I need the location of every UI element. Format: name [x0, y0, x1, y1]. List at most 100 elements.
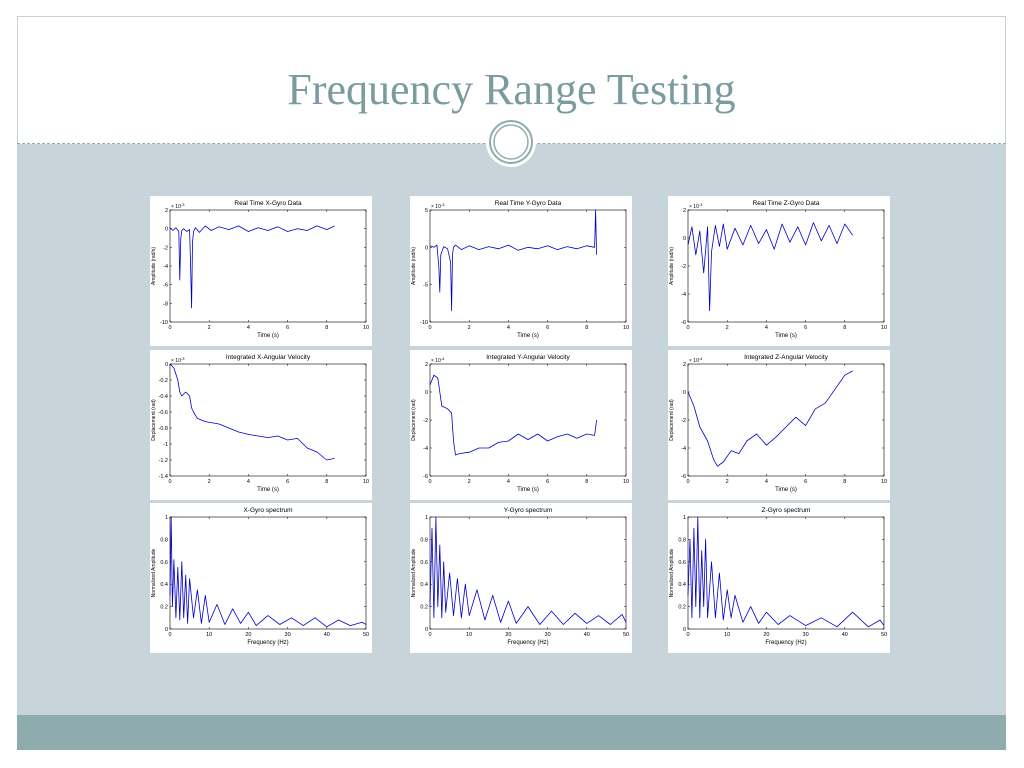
x-tick-label: 6: [286, 325, 289, 331]
x-tick-label: 0: [168, 325, 171, 331]
chart-3: Real Time Z-Gyro Data × 10-3 0 2 4 6 8 10 -6 -4 -2…: [668, 196, 890, 346]
x-axis-label: Time (s): [517, 333, 539, 339]
y-axis-label: Normalized Amplitude: [669, 548, 675, 597]
x-tick-label: 6: [546, 479, 549, 485]
title-area: Frequency Range Testing: [17, 16, 1006, 144]
x-tick-label: 4: [247, 479, 250, 485]
x-tick-label: 4: [247, 325, 250, 331]
x-tick-label: 40: [584, 632, 590, 638]
y-tick-label: -8: [163, 301, 168, 307]
x-axis-label: Frequency (Hz): [247, 640, 288, 646]
chart-1: Real Time X-Gyro Data × 10-3 0 2 4 6 8 10 -10 -8 -…: [150, 196, 372, 346]
y-tick-label: -6: [681, 474, 686, 480]
y-tick-label: -0.2: [159, 378, 168, 384]
chart-panel: [668, 350, 890, 500]
y-tick-label: -4: [681, 446, 686, 452]
series-line: [429, 374, 597, 456]
x-tick-label: 50: [363, 632, 369, 638]
y-tick-label: 0.6: [160, 560, 168, 566]
x-tick-label: 2: [726, 479, 729, 485]
chart-7: X-Gyro spectrum 0 10 20 30 40 50 0 0.2 0.4 0.6 0.8 1…: [150, 503, 372, 653]
y-axis-label: Amplitude (rad/s): [411, 247, 417, 285]
x-tick-label: 8: [585, 325, 588, 331]
x-tick-label: 0: [428, 479, 431, 485]
x-tick-label: 0: [168, 632, 171, 638]
y-tick-label: 2: [683, 362, 686, 368]
x-tick-label: 10: [724, 632, 730, 638]
y-axis-label: Amplitude (rad/s): [151, 247, 157, 285]
y-tick-label: 0.4: [678, 582, 686, 588]
x-tick-label: 10: [881, 325, 887, 331]
y-tick-label: 0.8: [678, 537, 686, 543]
y-tick-label: 0: [683, 390, 686, 396]
chart-title: Real Time Z-Gyro Data: [753, 200, 820, 207]
x-tick-label: 10: [206, 632, 212, 638]
x-tick-label: 30: [285, 632, 291, 638]
x-tick-label: 2: [208, 325, 211, 331]
y-tick-label: -2: [681, 418, 686, 424]
chart-8: Y-Gyro spectrum 0 10 20 30 40 50 0 0.2 0.4 0.6 0.8 1…: [410, 503, 632, 653]
x-tick-label: 4: [765, 325, 768, 331]
series-line: [687, 516, 885, 628]
chart-panel: [150, 350, 372, 500]
plot-area: [687, 516, 885, 630]
x-tick-label: 0: [686, 632, 689, 638]
x-tick-label: 40: [842, 632, 848, 638]
y-tick-label: -4: [423, 446, 428, 452]
x-tick-label: 40: [324, 632, 330, 638]
footer-band: [17, 715, 1006, 750]
y-tick-label: -1.2: [159, 458, 168, 464]
y-tick-label: 1: [683, 515, 686, 521]
x-tick-label: 0: [686, 479, 689, 485]
y-tick-label: -2: [163, 245, 168, 251]
x-tick-label: 6: [804, 325, 807, 331]
y-tick-label: -2: [423, 418, 428, 424]
x-tick-label: 6: [286, 479, 289, 485]
x-tick-label: 10: [466, 632, 472, 638]
y-tick-label: 0.6: [420, 560, 428, 566]
y-axis-label: Deplacement (rad): [669, 399, 675, 441]
y-tick-label: -1: [163, 442, 168, 448]
slide-title: Frequency Range Testing: [287, 65, 736, 114]
x-axis-label: Frequency (Hz): [765, 640, 806, 646]
x-tick-label: 30: [803, 632, 809, 638]
y-axis-label: Amplitude (rad/s): [669, 247, 675, 285]
y-tick-label: 1: [425, 515, 428, 521]
x-tick-label: 50: [623, 632, 629, 638]
x-tick-label: 8: [843, 479, 846, 485]
y-tick-label: -2: [681, 264, 686, 270]
y-tick-label: 0.8: [420, 537, 428, 543]
y-tick-label: -0.6: [159, 410, 168, 416]
y-tick-label: 0.2: [160, 605, 168, 611]
chart-title: Real Time X-Gyro Data: [234, 200, 302, 207]
x-tick-label: 10: [623, 479, 629, 485]
x-tick-label: 20: [505, 632, 511, 638]
x-axis-label: Time (s): [257, 487, 279, 493]
y-tick-label: 5: [425, 208, 428, 214]
x-axis-label: Time (s): [257, 333, 279, 339]
x-tick-label: 0: [686, 325, 689, 331]
x-tick-label: 4: [507, 479, 510, 485]
chart-title: Integrated X-Angular Velocity: [226, 354, 311, 361]
x-tick-label: 0: [168, 479, 171, 485]
y-axis-label: Normalized Amplitude: [151, 548, 157, 597]
axis-exponent: × 10-3: [431, 202, 445, 210]
x-tick-label: 20: [245, 632, 251, 638]
x-tick-label: 6: [804, 479, 807, 485]
y-axis-label: Deplacement (rad): [411, 399, 417, 441]
x-tick-label: 10: [363, 325, 369, 331]
chart-title: Z-Gyro spectrum: [762, 507, 811, 514]
y-tick-label: -10: [420, 320, 428, 326]
plot-area: [169, 363, 367, 477]
x-tick-label: 10: [881, 479, 887, 485]
chart-title: Integrated Z-Angular Velocity: [744, 354, 829, 361]
y-tick-label: 0: [165, 362, 168, 368]
axis-exponent: × 10-3: [171, 356, 185, 364]
y-tick-label: 2: [165, 208, 168, 214]
x-tick-label: 8: [843, 325, 846, 331]
x-tick-label: 10: [363, 479, 369, 485]
x-tick-label: 8: [325, 325, 328, 331]
y-tick-label: -4: [163, 264, 168, 270]
x-tick-label: 6: [546, 325, 549, 331]
